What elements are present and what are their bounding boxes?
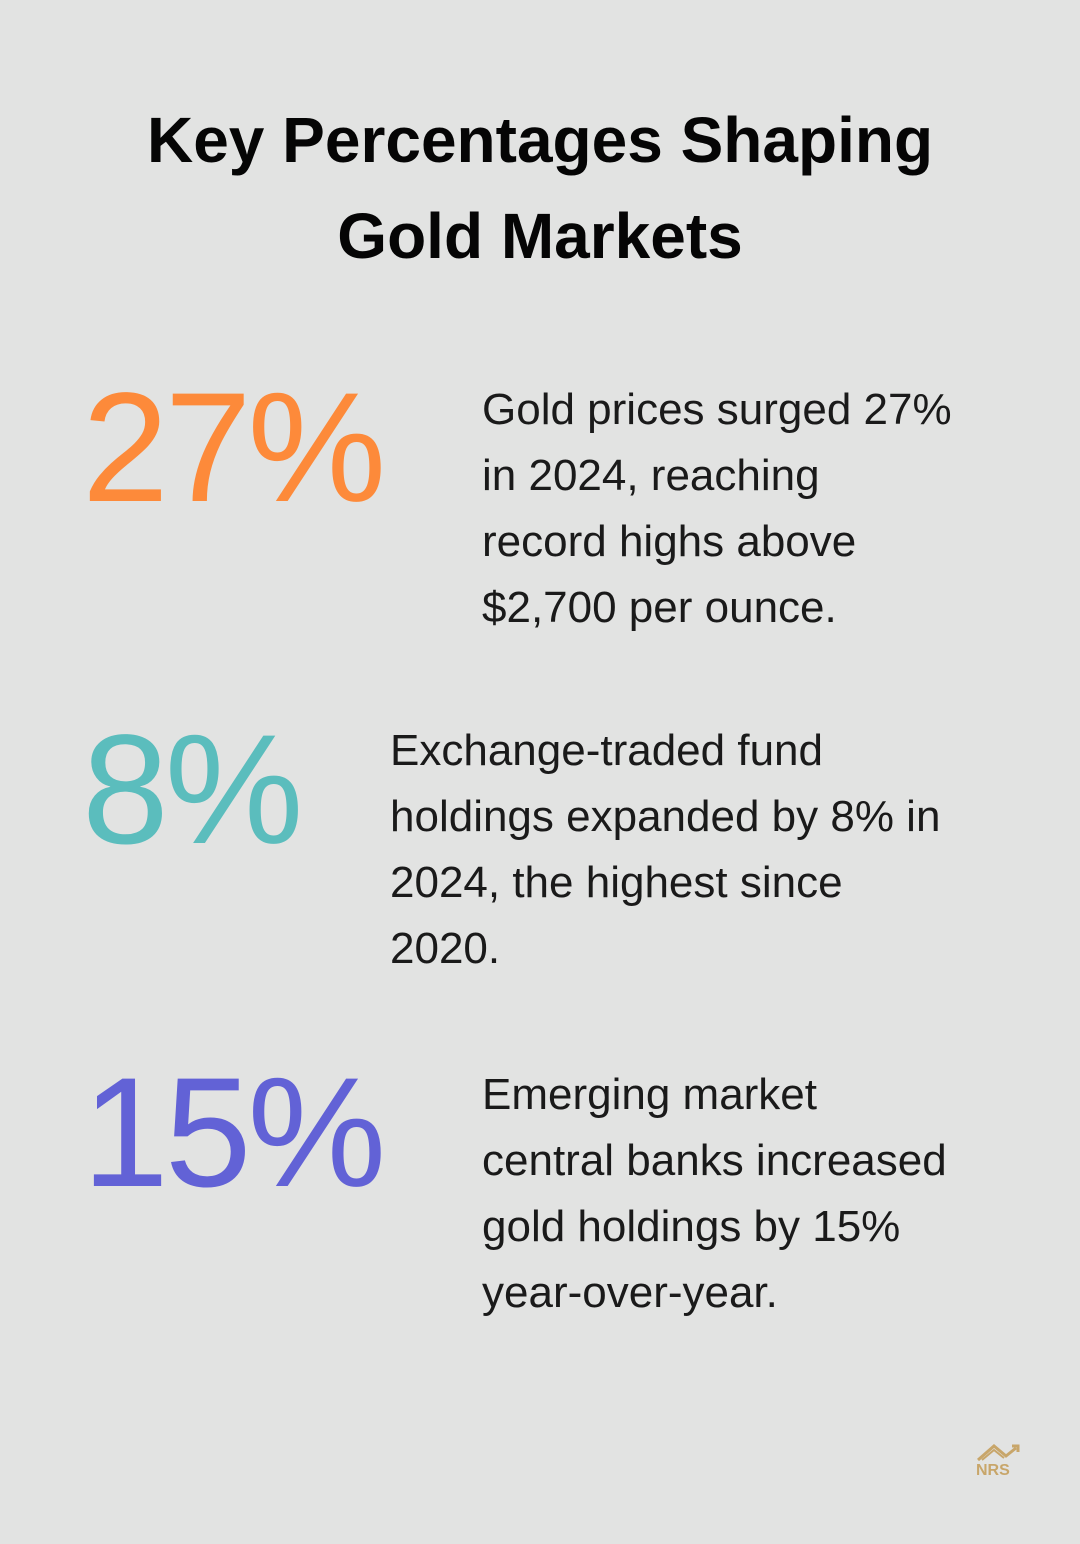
description-line: 2024, the highest since: [390, 858, 843, 907]
stat-description: Gold prices surged 27% in 2024, reaching r…: [482, 377, 952, 641]
logo-icon: [977, 1444, 1020, 1462]
stat-description: Exchange-traded fund holdings expanded by…: [390, 718, 940, 982]
stat-figure: 27%: [82, 361, 386, 535]
description-line: 2020.: [390, 924, 501, 973]
description-line: central banks increased: [482, 1136, 947, 1185]
title: Key Percentages Shaping Gold Markets: [0, 92, 1080, 284]
title-line: Gold Markets: [337, 200, 743, 272]
description-line: year-over-year.: [482, 1268, 778, 1317]
description-line: $2,700 per ounce.: [482, 583, 837, 632]
description-line: in 2024, reaching: [482, 451, 820, 500]
description-line: gold holdings by 15%: [482, 1202, 901, 1251]
description-line: holdings expanded by 8% in: [390, 792, 941, 841]
description-line: Gold prices surged 27%: [482, 385, 952, 434]
title-line: Key Percentages Shaping: [146, 104, 934, 176]
stat-figure: 8%: [82, 703, 303, 877]
description-line: Exchange-traded fund: [390, 726, 823, 775]
stat-description: Emerging market central banks increased go…: [482, 1062, 947, 1326]
description-line: Emerging market: [482, 1070, 818, 1119]
logo-text: NRS: [976, 1462, 1010, 1479]
description-line: record highs above: [482, 517, 857, 566]
stat-figure: 15%: [82, 1046, 386, 1220]
